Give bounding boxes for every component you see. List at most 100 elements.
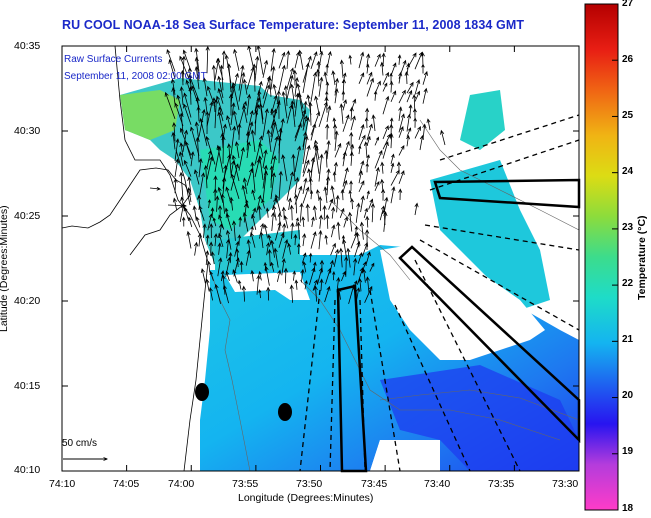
current-vector bbox=[343, 216, 348, 228]
current-vector bbox=[217, 111, 224, 135]
current-vector bbox=[249, 232, 256, 248]
current-vector bbox=[349, 106, 354, 121]
current-vector bbox=[298, 49, 304, 70]
current-vector bbox=[302, 177, 308, 194]
current-vector bbox=[319, 259, 325, 274]
colorbar-tick: 18 bbox=[622, 503, 634, 514]
current-vector bbox=[350, 197, 354, 210]
current-vector bbox=[237, 234, 242, 246]
current-vector bbox=[341, 90, 346, 101]
current-vector bbox=[363, 207, 368, 219]
current-vector bbox=[262, 108, 269, 138]
current-vector bbox=[324, 234, 328, 245]
current-vector bbox=[258, 103, 264, 125]
current-vector bbox=[286, 74, 294, 100]
current-vector bbox=[245, 249, 251, 266]
current-vector bbox=[238, 146, 245, 171]
current-vector bbox=[219, 64, 224, 91]
current-vector bbox=[216, 144, 224, 173]
current-vector bbox=[414, 79, 421, 95]
current-vector bbox=[299, 202, 304, 223]
current-vector bbox=[272, 204, 277, 221]
current-vector bbox=[329, 259, 334, 274]
current-vector bbox=[348, 54, 352, 65]
current-vector bbox=[289, 204, 294, 221]
current-vector bbox=[382, 209, 387, 226]
current-vector bbox=[220, 270, 225, 282]
current-vector bbox=[293, 193, 299, 214]
current-vector bbox=[293, 233, 298, 246]
current-vector bbox=[238, 64, 245, 91]
current-vector bbox=[358, 123, 365, 141]
current-vector bbox=[294, 176, 300, 195]
current-vector bbox=[296, 243, 301, 255]
current-vector bbox=[334, 77, 339, 96]
current-vector bbox=[348, 211, 353, 232]
current-vector bbox=[365, 215, 370, 228]
current-vector bbox=[167, 203, 187, 208]
current-vector bbox=[202, 223, 207, 238]
current-vector bbox=[256, 46, 264, 75]
current-vector bbox=[205, 250, 210, 266]
current-vector bbox=[364, 285, 373, 303]
current-vector bbox=[242, 177, 248, 194]
current-vector bbox=[264, 265, 270, 286]
current-vector bbox=[178, 151, 184, 167]
surface-current-vectors bbox=[149, 46, 446, 305]
current-vector bbox=[325, 123, 330, 140]
current-vector bbox=[414, 51, 423, 70]
current-vector bbox=[286, 50, 291, 69]
current-vector bbox=[324, 96, 329, 113]
current-vector bbox=[245, 199, 249, 209]
current-vector bbox=[220, 193, 225, 214]
current-vector bbox=[245, 130, 251, 151]
current-vector bbox=[318, 101, 328, 128]
current-vector bbox=[281, 206, 286, 219]
current-vector bbox=[358, 170, 363, 184]
current-vector bbox=[302, 100, 308, 127]
current-vector bbox=[179, 171, 184, 200]
current-vector bbox=[406, 89, 413, 103]
colorbar bbox=[584, 3, 619, 511]
current-vector bbox=[250, 129, 256, 152]
current-vector bbox=[313, 285, 318, 302]
current-vector bbox=[254, 97, 261, 113]
current-vector bbox=[254, 135, 264, 165]
current-vector bbox=[294, 51, 300, 69]
current-vector bbox=[258, 289, 262, 299]
current-vector bbox=[193, 169, 200, 185]
current-vector bbox=[227, 143, 232, 174]
current-vector bbox=[263, 223, 268, 238]
current-vector bbox=[339, 103, 344, 124]
lon-tick-label: 73:45 bbox=[361, 478, 388, 490]
current-vector bbox=[331, 70, 336, 86]
current-vector bbox=[216, 95, 224, 115]
current-vector bbox=[366, 190, 370, 200]
current-vector bbox=[207, 213, 213, 231]
current-vector bbox=[270, 47, 276, 72]
current-vector bbox=[390, 162, 395, 173]
current-vector bbox=[262, 84, 271, 108]
current-vector bbox=[238, 216, 242, 227]
current-vector bbox=[171, 131, 176, 150]
current-vector bbox=[334, 142, 342, 158]
current-vector bbox=[265, 242, 271, 256]
current-vector bbox=[406, 81, 414, 94]
current-vector bbox=[221, 50, 226, 69]
current-vector bbox=[397, 54, 402, 65]
current-vector bbox=[404, 71, 409, 85]
current-vector bbox=[297, 92, 304, 118]
land-mass bbox=[62, 46, 210, 471]
current-vector bbox=[398, 126, 404, 138]
current-vector bbox=[205, 278, 210, 291]
current-vector bbox=[164, 91, 176, 120]
current-vector bbox=[241, 285, 246, 302]
current-vector bbox=[350, 115, 356, 131]
current-vector bbox=[210, 251, 215, 265]
current-vector bbox=[217, 257, 223, 277]
current-vector bbox=[231, 220, 237, 241]
current-vector bbox=[365, 162, 369, 173]
current-vector bbox=[335, 194, 340, 213]
current-vector bbox=[187, 176, 192, 196]
current-vector bbox=[359, 221, 365, 240]
